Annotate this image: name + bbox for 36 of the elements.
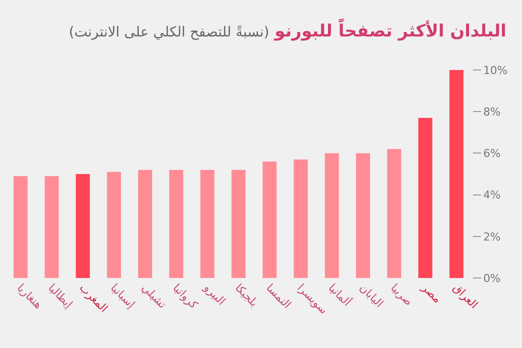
bar (138, 170, 152, 278)
bar (356, 153, 370, 278)
y-tick-label: 6% (483, 147, 501, 160)
y-tick-label: 2% (483, 230, 501, 244)
bar (418, 118, 432, 278)
y-tick-label: 10% (483, 64, 508, 77)
chart-subtitle: (نسبةً للتصفح الكلي على الانترنت) (68, 24, 270, 40)
y-tick-label: 0% (483, 272, 501, 285)
x-tick-label: اليابان (357, 281, 386, 310)
y-tick-label: 8% (483, 105, 501, 118)
bar (200, 170, 214, 278)
x-tick-label: النمسا (264, 281, 294, 312)
x-tick-label: كرواتيا (170, 281, 201, 312)
x-tick-label: إيطاليا (46, 281, 76, 311)
bar (324, 153, 339, 278)
bar (76, 174, 90, 278)
x-tick-label: إسبانيا (108, 281, 138, 311)
bar (262, 162, 277, 278)
x-tick-label: بلجيكا (232, 281, 260, 310)
y-tick-label: 4% (483, 188, 501, 202)
x-tick-label: هنغاريا (14, 281, 45, 312)
x-tick-label: مصر (418, 280, 444, 306)
bar (44, 176, 59, 278)
bar (169, 170, 184, 278)
bar (232, 170, 246, 278)
x-tick-label: البيرو (200, 280, 228, 308)
x-tick-label: العراق (450, 281, 480, 312)
x-tick-label: صربيا (388, 281, 416, 308)
bar (449, 70, 464, 278)
x-tick-label: تشيلي (139, 281, 169, 312)
bar (14, 176, 28, 278)
x-tick-label: المغرب (76, 281, 110, 315)
bar (387, 149, 402, 278)
bar (294, 159, 308, 278)
bar (106, 172, 121, 278)
chart-title: البلدان الأكثر تصفحاً للبورنو (274, 18, 506, 42)
